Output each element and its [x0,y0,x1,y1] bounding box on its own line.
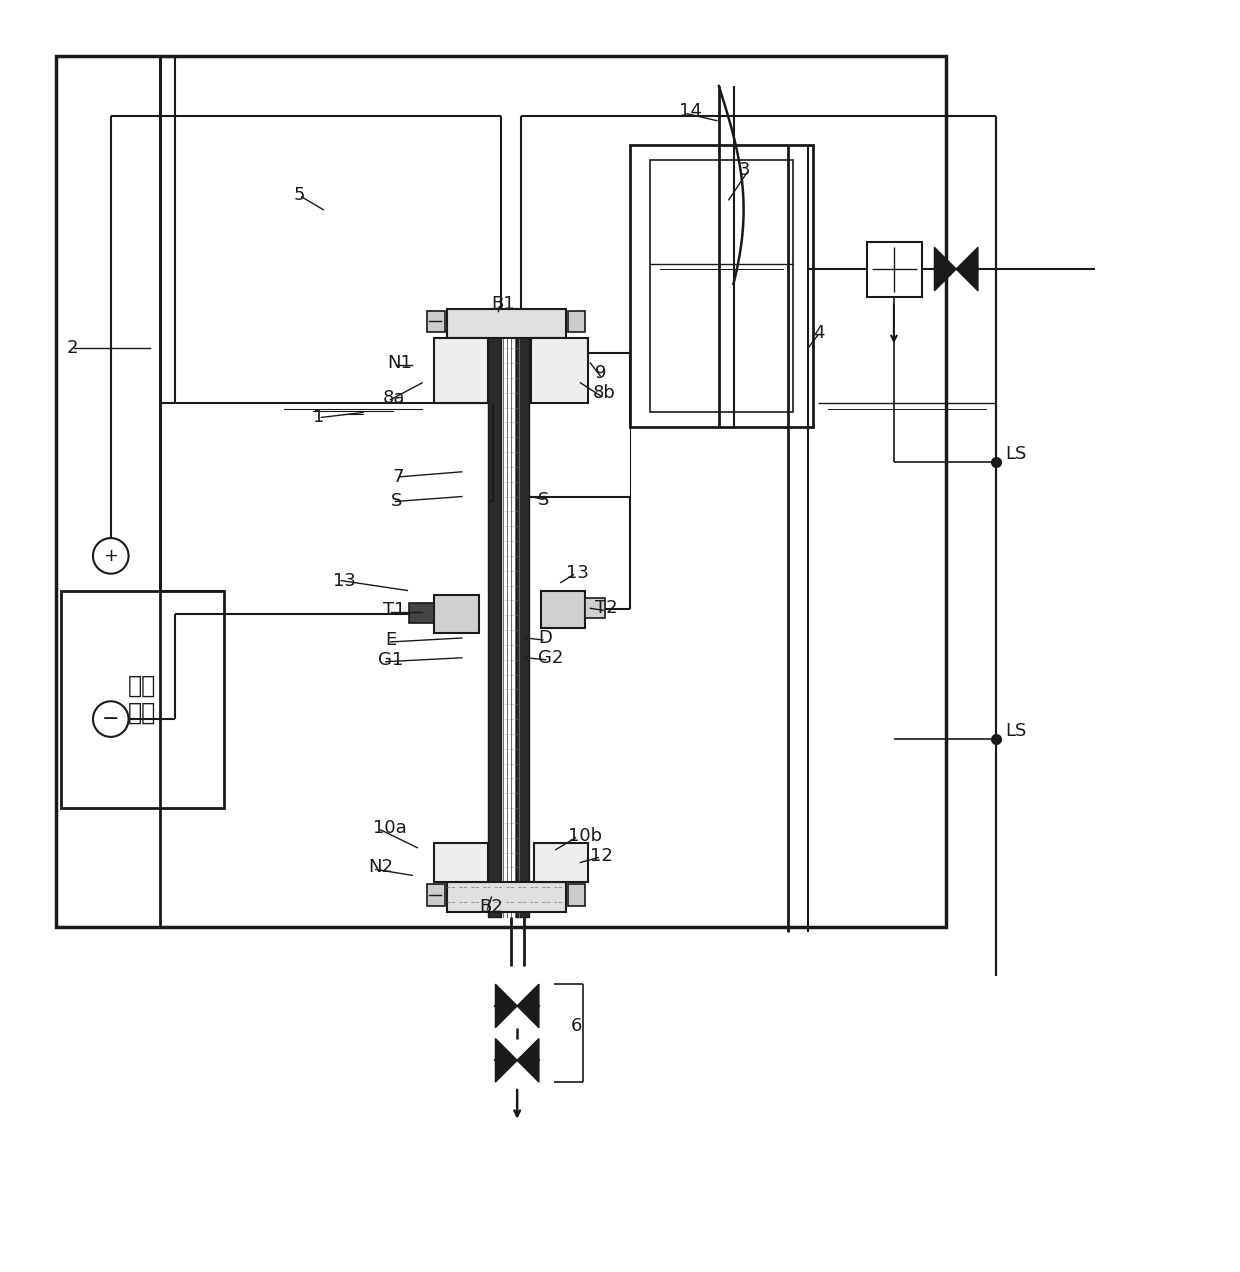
Bar [568,884,585,906]
Bar [409,603,434,623]
Bar [446,309,565,338]
Text: −: − [102,709,119,729]
Bar [434,843,489,883]
Text: S: S [538,491,549,509]
Text: T2: T2 [595,599,618,617]
Polygon shape [517,985,539,1028]
Text: D: D [538,628,552,647]
Bar [434,595,479,633]
Text: 1: 1 [314,408,325,426]
Text: 4: 4 [812,324,825,342]
Text: E: E [386,631,397,649]
Bar [428,884,445,906]
Text: 9: 9 [595,364,606,382]
Text: 14: 14 [680,102,702,120]
Text: 2: 2 [66,340,78,357]
Text: N1: N1 [388,354,413,371]
Polygon shape [496,1038,517,1082]
Text: G2: G2 [538,649,563,667]
Text: 13: 13 [334,571,356,590]
Text: LS: LS [1006,722,1027,740]
Bar [434,338,489,402]
Bar [568,310,585,332]
Bar [446,883,565,912]
Bar [541,590,585,628]
Text: 3: 3 [739,162,750,179]
Text: LS: LS [1006,445,1027,463]
Text: B2: B2 [480,898,503,916]
Bar [534,843,588,883]
Bar [61,590,224,808]
Text: 10b: 10b [568,827,601,845]
Text: 直流
电源: 直流 电源 [128,673,156,725]
Bar [516,314,529,917]
Bar [428,310,445,332]
Text: 13: 13 [565,563,589,581]
Text: 7: 7 [393,468,404,486]
Polygon shape [496,985,517,1028]
Polygon shape [517,1038,539,1082]
Text: G1: G1 [378,651,403,669]
Text: 6: 6 [570,1016,582,1034]
Bar [585,598,605,618]
Text: 12: 12 [590,847,614,865]
Text: 5: 5 [294,186,305,204]
Bar [489,314,501,917]
Bar [531,338,588,402]
Polygon shape [935,247,956,291]
Text: +: + [103,547,118,565]
Text: T1: T1 [383,602,405,619]
Text: N2: N2 [368,859,393,876]
Bar [56,56,946,927]
Text: 8a: 8a [383,389,405,407]
Bar [867,243,921,296]
Polygon shape [956,247,978,291]
Text: S: S [391,492,402,510]
Text: 8b: 8b [593,384,615,402]
Text: B1: B1 [491,295,515,313]
Bar [650,160,794,412]
Text: 10a: 10a [373,819,407,837]
Bar [630,145,812,427]
